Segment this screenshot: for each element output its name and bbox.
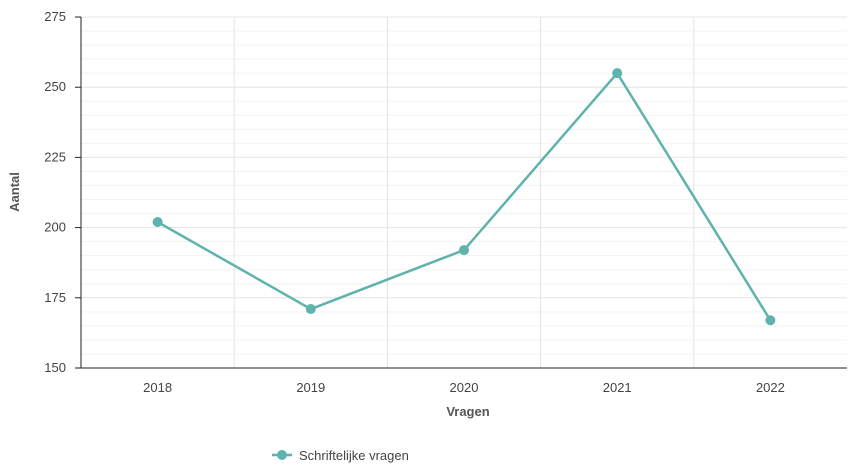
- series-layer: [152, 68, 776, 326]
- data-point[interactable]: [765, 315, 776, 326]
- x-tick-label: 2021: [603, 380, 632, 395]
- data-point[interactable]: [459, 245, 469, 256]
- data-point[interactable]: [305, 304, 316, 315]
- y-tick-label: 200: [44, 220, 66, 235]
- x-tick-labels: 2018 2019 2020 2021 2022: [143, 380, 785, 395]
- x-axis-title: Vragen: [446, 404, 489, 419]
- y-axis-title: Aantal: [7, 172, 22, 212]
- grid: [81, 16, 847, 368]
- data-point[interactable]: [152, 216, 163, 227]
- y-tick-labels: 150 175 200 225 250 275: [44, 9, 81, 375]
- axes: [80, 17, 847, 369]
- y-tick-label: 150: [44, 360, 66, 375]
- legend-label[interactable]: Schriftelijke vragen: [299, 448, 409, 463]
- y-tick-label: 275: [44, 9, 66, 24]
- y-tick-label: 250: [44, 79, 66, 94]
- x-tick-label: 2018: [143, 380, 172, 395]
- y-tick-label: 175: [44, 290, 66, 305]
- series-line: [156, 71, 772, 321]
- legend[interactable]: Schriftelijke vragen: [272, 448, 409, 463]
- x-tick-label: 2019: [296, 380, 325, 395]
- data-point[interactable]: [612, 68, 623, 79]
- x-tick-label: 2020: [450, 380, 479, 395]
- x-tick-label: 2022: [756, 380, 785, 395]
- legend-marker: [277, 450, 287, 460]
- y-tick-label: 225: [44, 149, 66, 164]
